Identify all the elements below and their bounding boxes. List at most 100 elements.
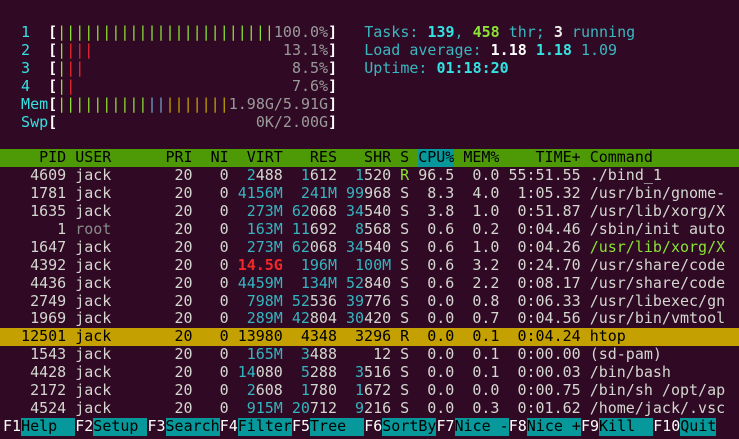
pid-cell: 12501 <box>21 328 67 346</box>
digits-high: 3 <box>300 346 310 364</box>
meter-segment: ||||||| <box>165 95 229 113</box>
function-key[interactable]: F5 <box>291 417 311 435</box>
function-key[interactable]: F8 <box>508 417 527 435</box>
summary-text: Uptime: <box>364 58 437 77</box>
digits-low: 080 <box>255 364 283 382</box>
column-header[interactable]: Command <box>589 149 653 167</box>
digits-low: 840 <box>364 274 392 292</box>
meter-segment: || <box>147 95 166 113</box>
process-row[interactable]: 4436 jack 20 0 4459M 134M 52840 S 0.6 2.2 0:08.17 /… <box>0 275 739 293</box>
function-label[interactable]: Kill <box>599 417 654 436</box>
column-header[interactable]: S <box>400 149 410 167</box>
meter-bracket: ] <box>328 77 338 95</box>
user-cell: jack <box>75 185 112 203</box>
column-header[interactable]: TIME+ <box>535 149 581 167</box>
pid-cell: 4609 <box>30 167 67 185</box>
res-cell: 3488 <box>292 346 337 364</box>
process-row[interactable]: 4428 jack 20 0 14080 5288 3516 S 0.0 0.1 0:00.03/b… <box>0 364 739 382</box>
meter-segment: |||||||||| <box>57 95 148 113</box>
cpu-cell: 0.0 <box>427 346 455 364</box>
function-label[interactable]: Nice - <box>454 417 509 436</box>
function-label[interactable]: Tree <box>310 417 365 436</box>
function-label[interactable]: Help <box>21 417 76 436</box>
process-row[interactable]: 2172 jack 20 0 2608 1780 1672 S 0.0 0.0 0:00.75/bi… <box>0 382 739 400</box>
digits-low: 672 <box>364 382 392 399</box>
summary-text: 458 <box>472 23 500 41</box>
process-row[interactable]: 4392 jack 20 0 14.5G 196M 100M S 0.6 3.2 0:24.70/u… <box>0 257 739 275</box>
pid-cell: 4392 <box>30 256 67 274</box>
column-header[interactable]: CPU% <box>418 149 455 168</box>
pri-cell: 20 <box>174 310 193 328</box>
ni-cell: 0 <box>219 328 229 346</box>
function-key[interactable]: F9 <box>580 417 600 435</box>
state-cell: S <box>400 310 410 328</box>
digits-high: 30 <box>346 310 365 328</box>
virt-cell: 4459M <box>237 274 283 292</box>
time-cell: 0:06.33 <box>517 292 581 310</box>
cpu-cell: 0.0 <box>427 382 455 399</box>
column-header[interactable]: VIRT <box>246 149 283 167</box>
process-row[interactable]: 1543 jack 20 0 165M 3488 12 S 0.0 0.1 0:00.00 (sd-p… <box>0 346 739 364</box>
function-key[interactable]: F6 <box>364 417 383 435</box>
summary-text: thr; <box>499 23 554 41</box>
process-row[interactable]: 1969 jack 20 0 289M 42804 30420 S 0.0 0.7 0:04.56 /… <box>0 310 739 328</box>
column-header[interactable]: RES <box>309 149 337 167</box>
user-cell: jack <box>75 346 112 364</box>
state-cell: S <box>400 346 410 364</box>
digits-low: 804 <box>309 310 337 328</box>
function-key[interactable]: F4 <box>219 417 238 435</box>
process-row[interactable]: 1647 jack 20 0 273M 62068 34540 S 0.6 1.0 0:04.26 /… <box>0 239 739 257</box>
ni-cell: 0 <box>219 185 229 203</box>
res-cell: 1780 <box>292 382 337 400</box>
command-cell: /usr/share/code <box>589 256 726 274</box>
meter-bar: || 7.6% <box>57 78 328 96</box>
virt-cell: 289M <box>246 310 283 328</box>
pri-cell: 20 <box>174 238 193 256</box>
function-key[interactable]: F2 <box>75 417 94 435</box>
summary-text: running <box>562 23 636 41</box>
res-cell: 134M <box>300 274 337 292</box>
user-cell: root <box>75 220 112 238</box>
digits-low: 420 <box>364 310 392 328</box>
function-label[interactable]: Search <box>165 417 220 436</box>
column-header[interactable]: MEM% <box>463 149 500 167</box>
process-row[interactable]: 1781 jack 20 0 4156M 241M 99968 S 8.3 4.0 1:05.32 /… <box>0 185 739 203</box>
function-label[interactable]: Setup <box>93 417 148 436</box>
function-key[interactable]: F10 <box>653 417 681 435</box>
pid-cell: 1543 <box>30 346 67 364</box>
command-cell: htop <box>589 328 626 346</box>
meter-segment: | <box>57 59 67 77</box>
function-label[interactable]: Nice + <box>526 417 581 436</box>
function-key[interactable]: F3 <box>147 417 166 435</box>
function-key[interactable]: F7 <box>436 417 455 435</box>
meter-bracket: [ <box>48 77 58 95</box>
process-row[interactable]: 12501 jack 20 0 13980 4348 3296 R 0.0 0.1 0:04.24 h… <box>0 328 739 347</box>
res-cell: 196M <box>300 256 337 274</box>
column-header[interactable]: PRI <box>165 149 193 167</box>
virt-cell: 4156M <box>237 185 283 203</box>
user-cell: jack <box>75 167 112 185</box>
process-row[interactable]: 2749 jack 20 0 798M 52536 39776 S 0.0 0.8 0:06.33 /… <box>0 293 739 311</box>
function-label[interactable]: SortBy <box>382 417 437 436</box>
pid-cell: 1635 <box>30 203 67 220</box>
state-cell: S <box>400 220 410 238</box>
column-header[interactable]: PID <box>39 149 67 167</box>
process-row[interactable]: 1635 jack 20 0 273M 62068 34540 S 3.8 1.0 0:51.87 /… <box>0 203 739 221</box>
pid-cell: 1969 <box>30 310 67 328</box>
meter-label: 2 <box>21 41 31 59</box>
process-row[interactable]: 1 root 20 0 163M 11692 8568 S 0.6 0.2 0:04.46/sbin… <box>0 221 739 239</box>
function-label[interactable]: Quit <box>680 417 717 436</box>
meter-label: 4 <box>21 77 31 95</box>
column-header[interactable]: NI <box>210 149 229 167</box>
pid-cell: 4524 <box>30 399 67 417</box>
cpu-cell: 8.3 <box>427 185 455 203</box>
process-row[interactable]: 4524 jack 20 0 915M 20712 9216 S 0.0 0.3 0:01.62/h… <box>0 400 739 418</box>
ni-cell: 0 <box>219 238 229 256</box>
column-header[interactable]: SHR <box>364 149 392 167</box>
state-cell: R <box>400 167 410 185</box>
function-key[interactable]: F1 <box>3 417 22 435</box>
column-header[interactable]: USER <box>75 149 112 167</box>
virt-cell: 14080 <box>238 364 283 382</box>
process-row[interactable]: 4609 jack 20 0 2488 1612 1520 R 96.5 0.0 55:51.55.… <box>0 167 739 185</box>
function-label[interactable]: Filter <box>237 417 292 436</box>
